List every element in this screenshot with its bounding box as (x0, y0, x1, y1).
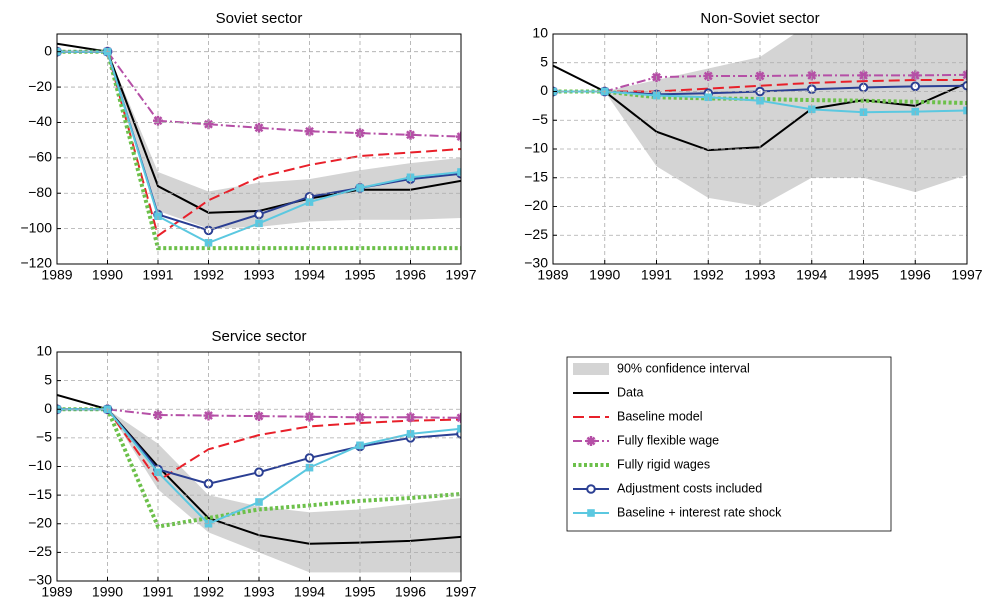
x-tick-label: 1995 (848, 267, 879, 283)
y-tick-label: 10 (532, 25, 548, 41)
plot-area (57, 393, 461, 573)
y-tick-label: −30 (28, 572, 52, 588)
x-tick-label: 1992 (193, 267, 224, 283)
x-tick-label: 1992 (693, 267, 724, 283)
x-tick-label: 1993 (243, 584, 274, 600)
x-tick-label: 1994 (294, 267, 325, 283)
marker (304, 126, 315, 137)
y-tick-label: 0 (540, 82, 548, 98)
y-tick-label: −10 (524, 140, 548, 156)
x-tick-label: 1993 (744, 267, 775, 283)
y-tick-label: −60 (28, 149, 52, 165)
series-line (57, 49, 461, 251)
x-tick-label: 1991 (142, 267, 173, 283)
x-tick-label: 1997 (445, 584, 476, 600)
x-tick-label: 1994 (294, 584, 325, 600)
x-tick-label: 1989 (41, 267, 72, 283)
confidence-band (107, 409, 461, 573)
legend-marker (586, 436, 596, 446)
x-tick-label: 1995 (344, 267, 375, 283)
marker (910, 70, 921, 81)
panel-title: Non-Soviet sector (700, 10, 819, 27)
y-tick-label: 0 (44, 42, 52, 58)
y-tick-label: −25 (524, 226, 548, 242)
marker (755, 70, 765, 81)
y-tick-label: −15 (524, 168, 548, 184)
x-tick-label: 1990 (589, 267, 620, 283)
x-tick-label: 1996 (395, 267, 426, 283)
y-tick-label: −20 (524, 197, 548, 213)
x-tick-label: 1992 (193, 584, 224, 600)
plot-frame (56, 33, 462, 265)
x-tick-label: 1991 (641, 267, 672, 283)
x-tick-label: 1993 (243, 267, 274, 283)
y-tick-label: −20 (28, 78, 52, 94)
x-tick-label: 1995 (344, 584, 375, 600)
y-tick-label: −15 (28, 486, 52, 502)
legend-box (566, 356, 892, 532)
series-line (57, 408, 461, 483)
marker (356, 184, 364, 192)
y-tick-label: −10 (28, 457, 52, 473)
y-tick-label: −25 (28, 543, 52, 559)
marker (457, 168, 461, 176)
legend-label: Fully flexible wage (617, 433, 719, 447)
x-tick-label: 1997 (445, 267, 476, 283)
marker (703, 70, 714, 81)
plot-frame (552, 33, 968, 265)
marker (406, 430, 415, 438)
marker (652, 91, 661, 100)
marker (204, 238, 213, 247)
x-tick-label: 1991 (142, 584, 173, 600)
panel-title: Service sector (211, 328, 306, 345)
legend-swatch (573, 363, 609, 375)
x-tick-label: 1990 (92, 584, 123, 600)
legend-label: Baseline model (617, 409, 702, 423)
y-tick-label: −120 (20, 255, 52, 271)
legend-marker (587, 509, 595, 517)
y-tick-label: 10 (36, 343, 52, 359)
marker (962, 80, 967, 91)
y-tick-label: 5 (44, 371, 52, 387)
legend-label: Data (617, 385, 643, 399)
x-tick-label: 1997 (951, 267, 982, 283)
y-tick-label: −80 (28, 184, 52, 200)
confidence-band (107, 51, 461, 229)
y-tick-label: −5 (532, 111, 548, 127)
x-tick-label: 1996 (395, 584, 426, 600)
legend-label: 90% confidence interval (617, 361, 750, 375)
x-tick-label: 1996 (900, 267, 931, 283)
legend-label: Baseline + interest rate shock (617, 505, 782, 519)
marker (963, 106, 967, 115)
y-tick-label: 5 (540, 53, 548, 69)
marker (858, 70, 869, 81)
x-tick-label: 1994 (796, 267, 827, 283)
plot-frame (56, 351, 462, 582)
y-tick-label: −5 (36, 429, 52, 445)
y-tick-label: −100 (20, 219, 52, 235)
y-tick-label: 0 (44, 400, 52, 416)
x-tick-label: 1989 (41, 584, 72, 600)
x-tick-label: 1989 (537, 267, 568, 283)
panel-title: Soviet sector (216, 10, 303, 27)
y-tick-label: −20 (28, 514, 52, 530)
marker (203, 119, 214, 130)
legend-label: Fully rigid wages (617, 457, 710, 471)
marker (807, 105, 816, 114)
legend-marker (586, 484, 596, 494)
marker (457, 424, 461, 433)
y-tick-label: −30 (524, 255, 548, 271)
y-tick-label: −40 (28, 113, 52, 129)
legend-label: Adjustment costs included (617, 481, 762, 495)
x-tick-label: 1990 (92, 267, 123, 283)
marker (153, 409, 163, 420)
marker (806, 70, 817, 81)
